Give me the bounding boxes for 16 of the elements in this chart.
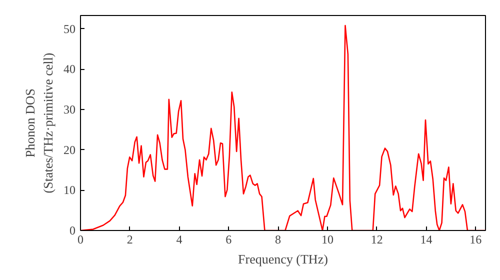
y-tick-label: 30 [64, 102, 76, 116]
y-tick-label: 40 [64, 62, 76, 76]
x-tick-label: 8 [275, 232, 282, 246]
x-axis-title: Frequency (THz) [238, 252, 328, 266]
y-axis-title: Phonon DOS (States/THz·primitive cell) [22, 52, 56, 194]
x-tick-label: 10 [321, 232, 334, 246]
x-tick-label: 6 [226, 232, 232, 246]
y-tick-label: 20 [64, 142, 76, 157]
y-tick-label: 10 [64, 183, 76, 198]
y-tick-label: 0 [70, 224, 76, 238]
x-tick-label: 16 [470, 232, 482, 246]
x-tick-label: 2 [126, 232, 133, 246]
x-tick-label: 4 [176, 232, 182, 246]
x-tick-label: 14 [420, 232, 432, 246]
y-tick-label: 50 [64, 22, 76, 36]
x-tick-label: 12 [370, 232, 383, 246]
